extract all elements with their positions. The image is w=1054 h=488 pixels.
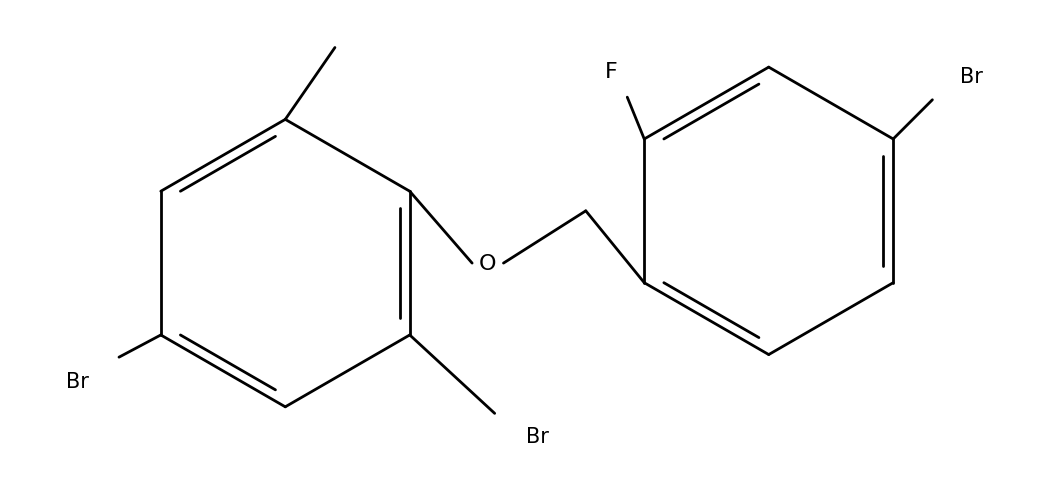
Text: Br: Br [960,67,983,87]
Text: O: O [480,254,496,274]
Text: Br: Br [65,371,89,391]
Text: Br: Br [526,426,549,446]
Text: F: F [605,62,618,82]
